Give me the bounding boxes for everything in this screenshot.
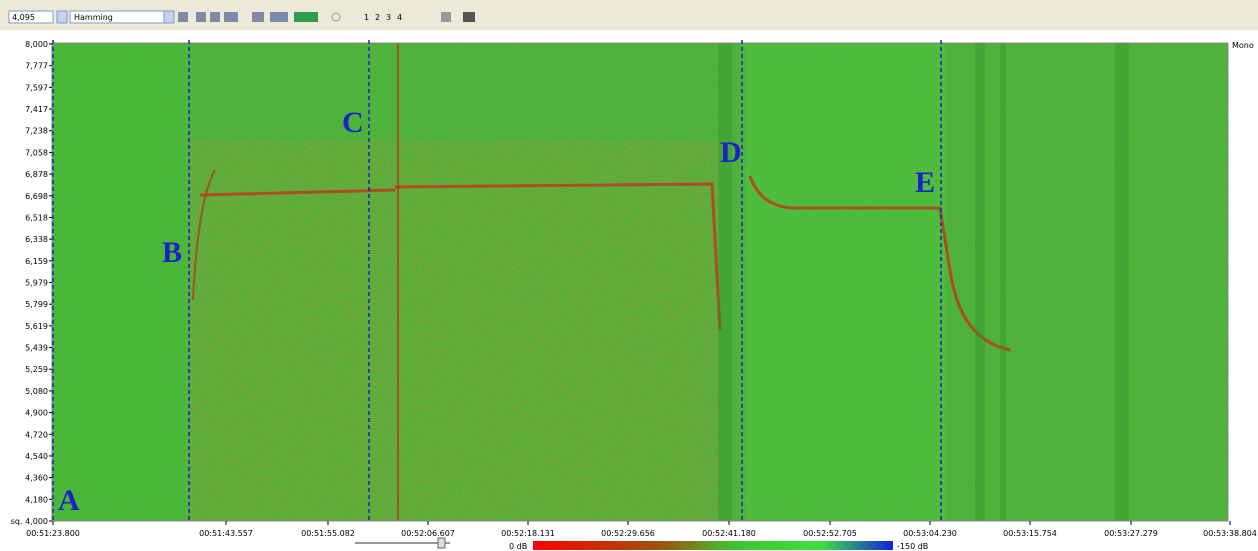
- icon[interactable]: [178, 12, 188, 22]
- colorbar: [533, 541, 893, 550]
- x-tick-label: 00:52:06.607: [401, 529, 455, 538]
- icon[interactable]: [441, 12, 451, 22]
- channel-label: Mono: [1232, 41, 1254, 50]
- y-tick-label: 4,360: [25, 474, 48, 483]
- channel-button[interactable]: 4: [397, 13, 402, 22]
- dropdown-button[interactable]: [163, 10, 175, 24]
- spectrogram-noise: [185, 140, 720, 521]
- y-tick-label: 5,799: [25, 300, 48, 309]
- y-tick-label: 6,338: [25, 235, 48, 244]
- y-tick-label: 4,900: [25, 409, 48, 418]
- x-tick-label: 00:51:55.082: [301, 529, 355, 538]
- icon[interactable]: [331, 12, 341, 22]
- y-tick-label: 5,979: [25, 279, 48, 288]
- x-tick-label: 00:53:27.279: [1104, 529, 1158, 538]
- zoom-slider-track[interactable]: [355, 542, 450, 544]
- spectral-line: [199, 175, 1011, 352]
- x-tick-label: 00:52:29.656: [601, 529, 655, 538]
- spectrogram-tint: [745, 43, 945, 521]
- y-tick-label: 4,540: [25, 452, 48, 461]
- icon[interactable]: [463, 12, 475, 22]
- marker-label: A: [58, 484, 80, 517]
- colorbar-min: 0 dB: [509, 542, 527, 551]
- fft-size[interactable]: 4,095: [12, 13, 35, 22]
- x-tick-label: 00:52:18.131: [501, 529, 555, 538]
- x-tick-label: 00:52:52.705: [803, 529, 857, 538]
- y-tick-label: 5,619: [25, 322, 48, 331]
- y-tick-label: 7,238: [25, 127, 48, 136]
- marker-label: D: [720, 136, 742, 169]
- x-tick-label: 00:53:38.804: [1203, 529, 1257, 538]
- y-tick-label: 7,417: [25, 105, 48, 114]
- marker-label: E: [915, 166, 935, 199]
- toolbar-icons: [178, 12, 475, 22]
- y-tick-label: 8,000: [25, 40, 48, 49]
- spectral-line: [192, 43, 399, 521]
- spectrogram-tint: [52, 43, 190, 521]
- vertical-bands: [718, 43, 1129, 521]
- channel-button[interactable]: 3: [386, 13, 391, 22]
- fft-size-box[interactable]: [8, 10, 54, 24]
- y-tick-label: 6,878: [25, 170, 48, 179]
- colorbar-max: -150 dB: [897, 542, 928, 551]
- x-tick-label: 00:51:43.557: [199, 529, 253, 538]
- y-tick-label: 6,698: [25, 192, 48, 201]
- toolbar: [0, 0, 1258, 30]
- x-tick-label: 00:53:15.754: [1003, 529, 1057, 538]
- marker-label: B: [162, 236, 182, 269]
- icon[interactable]: [294, 12, 318, 22]
- icon[interactable]: [210, 12, 220, 22]
- channel-button[interactable]: 1: [364, 13, 369, 22]
- x-tick-label: 00:52:41.180: [702, 529, 756, 538]
- y-tick-label: 6,518: [25, 213, 48, 222]
- channel-button[interactable]: 2: [375, 13, 380, 22]
- zoom-slider-thumb[interactable]: [437, 537, 446, 549]
- y-tick-label: 5,259: [25, 365, 48, 374]
- icon[interactable]: [270, 12, 288, 22]
- y-tick-label: 6,159: [25, 257, 48, 266]
- icon[interactable]: [224, 12, 238, 22]
- y-tick-label: 7,597: [25, 83, 48, 92]
- x-tick-label: 00:53:04.230: [903, 529, 957, 538]
- marker-label: C: [342, 106, 364, 139]
- x-tick-label: 00:51:23.800: [26, 529, 80, 538]
- icon[interactable]: [196, 12, 206, 22]
- y-tick-label: 4,720: [25, 430, 48, 439]
- spectrogram: [52, 43, 1228, 521]
- y-tick-label: 7,058: [25, 148, 48, 157]
- window-type[interactable]: Hamming: [74, 13, 113, 22]
- y-tick-label: sq. 4,000: [11, 517, 48, 526]
- y-tick-label: 5,080: [25, 387, 48, 396]
- icon[interactable]: [252, 12, 264, 22]
- y-tick-label: 4,180: [25, 495, 48, 504]
- y-tick-label: 7,777: [25, 62, 48, 71]
- y-tick-label: 5,439: [25, 344, 48, 353]
- dropdown-button[interactable]: [56, 10, 68, 24]
